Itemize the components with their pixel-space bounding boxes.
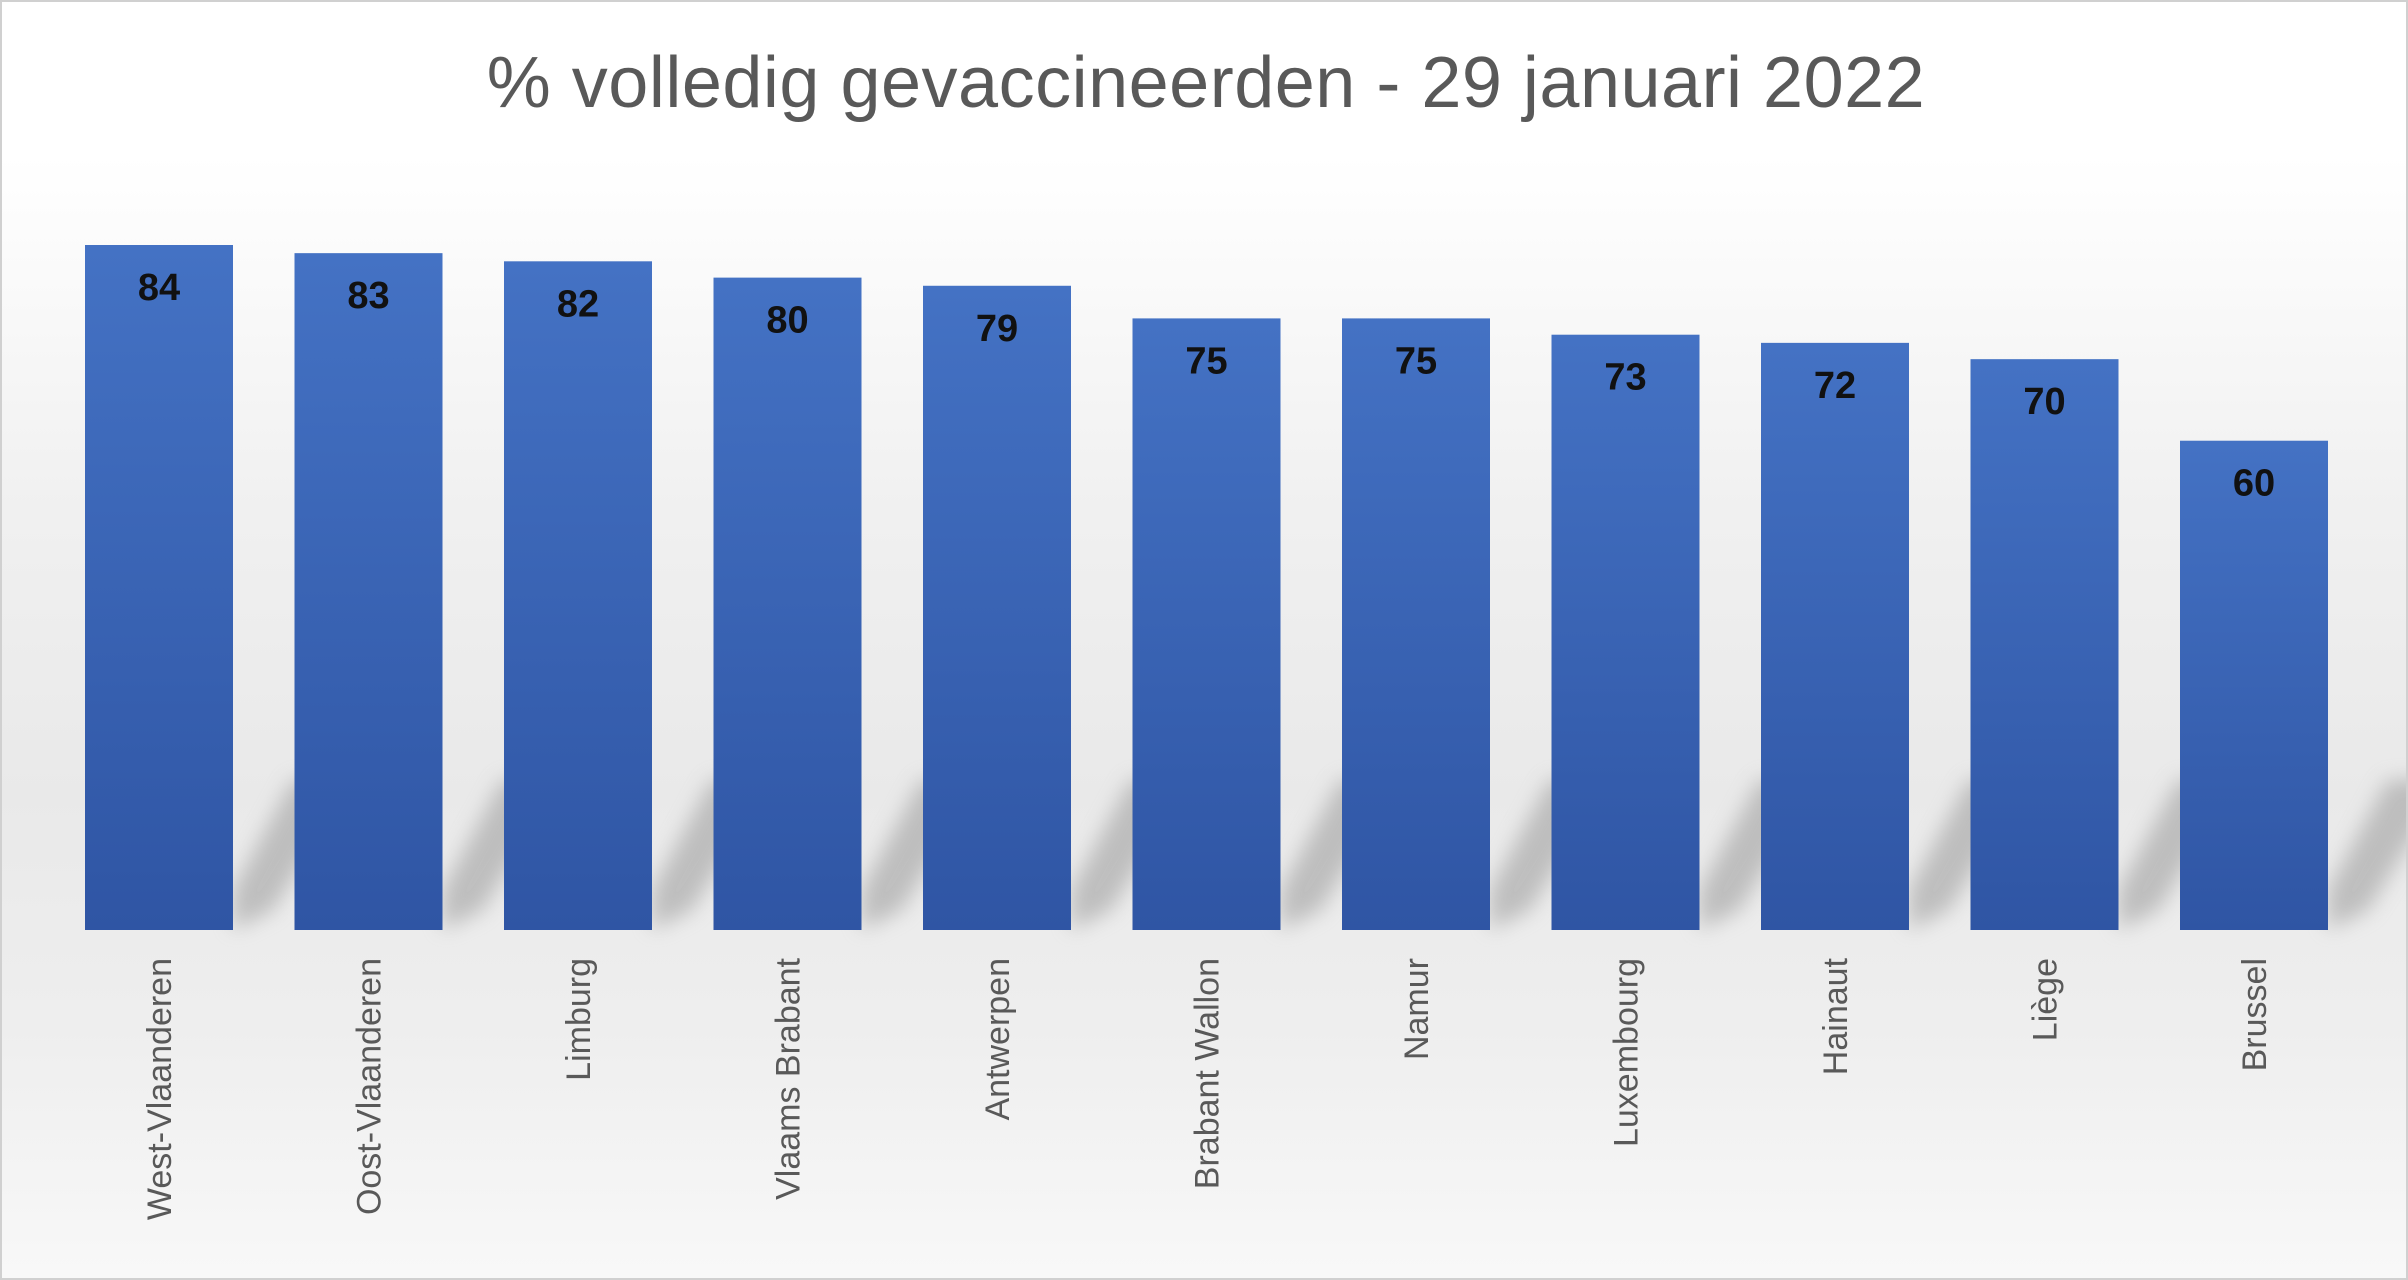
data-label: 80 — [766, 300, 808, 342]
bar — [85, 245, 233, 930]
bar — [923, 285, 1071, 930]
category-label: Oost-Vlaanderen — [351, 958, 389, 1215]
data-label: 79 — [976, 308, 1018, 350]
category-label: Antwerpen — [979, 958, 1017, 1121]
bar — [1342, 318, 1490, 931]
bar — [1970, 359, 2119, 931]
bar — [2180, 440, 2328, 930]
category-label: Hainaut — [1817, 957, 1855, 1075]
category-label: Luxembourg — [1608, 958, 1646, 1147]
bars — [85, 245, 2328, 931]
data-label: 84 — [138, 267, 180, 309]
category-label: Liège — [2027, 958, 2065, 1041]
data-label: 83 — [347, 275, 389, 317]
category-label: West-Vlaanderen — [141, 958, 179, 1220]
category-label: Brussel — [2236, 958, 2274, 1071]
bar — [1132, 318, 1281, 931]
data-label: 73 — [1604, 357, 1646, 399]
data-label: 75 — [1395, 340, 1437, 382]
bar — [713, 277, 862, 931]
data-label: 72 — [1814, 365, 1856, 407]
category-label: Namur — [1398, 958, 1436, 1060]
bar — [294, 253, 443, 930]
data-label: 60 — [2233, 463, 2275, 505]
category-label: Limburg — [560, 958, 598, 1081]
data-labels: 84 83 82 80 79 75 75 73 72 70 60 — [138, 267, 2275, 505]
data-label: 82 — [557, 283, 599, 325]
bar — [504, 261, 652, 930]
bar — [1761, 342, 1909, 930]
data-label: 75 — [1185, 340, 1227, 382]
data-label: 70 — [2023, 381, 2065, 423]
category-label: Vlaams Brabant — [770, 957, 808, 1199]
chart-title: % volledig gevaccineerden - 29 januari 2… — [486, 43, 1926, 123]
category-labels: West-Vlaanderen Oost-Vlaanderen Limburg Vla… — [141, 957, 2274, 1220]
bar — [1551, 334, 1700, 930]
category-label: Brabant Wallon — [1189, 958, 1227, 1189]
bar-shadow — [2328, 780, 2406, 930]
